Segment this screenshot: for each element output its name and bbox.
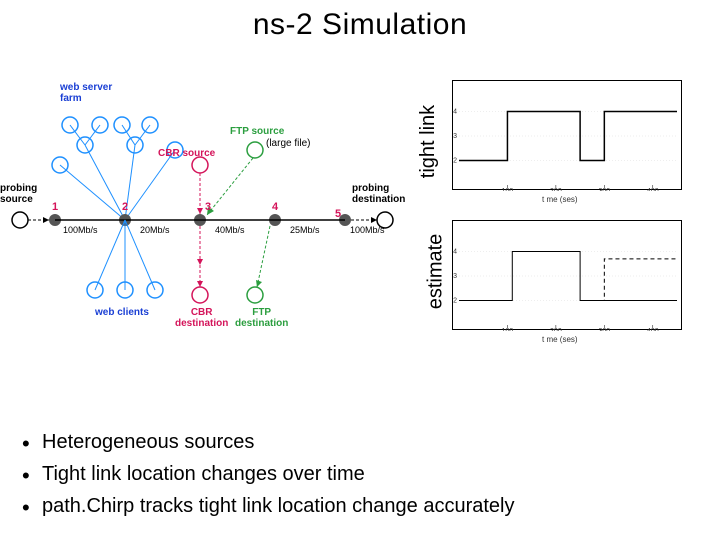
estimate-chart: 100 200 300 400 2 3 4 xyxy=(452,220,682,330)
bandwidth-5: 100Mb/s xyxy=(350,225,385,235)
ftp-source-label: FTP source xyxy=(230,126,284,137)
web-server-farm-group xyxy=(52,117,183,220)
estimate-ylabel: estimate xyxy=(424,234,447,310)
svg-text:4: 4 xyxy=(453,109,457,116)
svg-text:300: 300 xyxy=(598,328,610,331)
bandwidth-4: 25Mb/s xyxy=(290,225,320,235)
node-number-4: 4 xyxy=(272,201,278,213)
bullet-list: Heterogeneous sources Tight link locatio… xyxy=(20,426,514,522)
ftp-destination-label: FTP destination xyxy=(235,307,288,329)
bullet-item: Heterogeneous sources xyxy=(20,426,514,458)
probing-source-label: probing source xyxy=(0,183,37,205)
node-number-3: 3 xyxy=(205,201,211,213)
svg-text:400: 400 xyxy=(647,328,659,331)
node-number-5: 5 xyxy=(335,208,341,220)
svg-text:3: 3 xyxy=(453,273,457,280)
bullet-item: path.Chirp tracks tight link location ch… xyxy=(20,490,514,522)
bandwidth-3: 40Mb/s xyxy=(215,225,245,235)
svg-text:300: 300 xyxy=(598,188,610,191)
tight-link-chart-svg: 100 200 300 400 2 3 4 xyxy=(453,81,683,191)
svg-text:3: 3 xyxy=(453,133,457,140)
cbr-source-label: CBR source xyxy=(158,148,215,159)
content-area: web server farm probing source probing d… xyxy=(0,70,702,360)
web-clients-label: web clients xyxy=(95,307,149,318)
tight-link-xlabel: t me (ses) xyxy=(542,195,578,204)
cbr-destination-node xyxy=(192,287,208,303)
svg-text:4: 4 xyxy=(453,249,457,256)
charts-area: tight link estimate 100200300400234 t me… xyxy=(422,70,702,360)
cbr-source-node xyxy=(192,157,208,173)
svg-text:2: 2 xyxy=(453,298,457,305)
svg-text:200: 200 xyxy=(550,188,562,191)
svg-text:100: 100 xyxy=(502,328,514,331)
bandwidth-1: 100Mb/s xyxy=(63,225,98,235)
svg-text:2: 2 xyxy=(453,158,457,165)
svg-text:200: 200 xyxy=(550,328,562,331)
estimate-chart-svg: 100 200 300 400 2 3 4 xyxy=(453,221,683,331)
bullet-item: Tight link location changes over time xyxy=(20,458,514,490)
ftp-source-node xyxy=(247,142,263,158)
tight-link-ylabel: tight link xyxy=(417,105,440,178)
ftp-source-note: (large file) xyxy=(266,138,310,149)
svg-text:100: 100 xyxy=(502,188,514,191)
web-server-farm-label: web server farm xyxy=(60,82,112,104)
cbr-destination-label: CBR destination xyxy=(175,307,228,329)
bandwidth-2: 20Mb/s xyxy=(140,225,170,235)
svg-text:400: 400 xyxy=(647,188,659,191)
probing-source-node xyxy=(12,212,28,228)
node-number-2: 2 xyxy=(122,201,128,213)
tight-link-chart: 100 200 300 400 2 3 4 xyxy=(452,80,682,190)
estimate-xlabel: t me (ses) xyxy=(542,335,578,344)
page-title: ns-2 Simulation xyxy=(0,0,720,42)
probing-destination-label: probing destination xyxy=(352,183,405,205)
node-number-1: 1 xyxy=(52,201,58,213)
ftp-destination-node xyxy=(247,287,263,303)
topology-diagram: web server farm probing source probing d… xyxy=(0,70,410,360)
